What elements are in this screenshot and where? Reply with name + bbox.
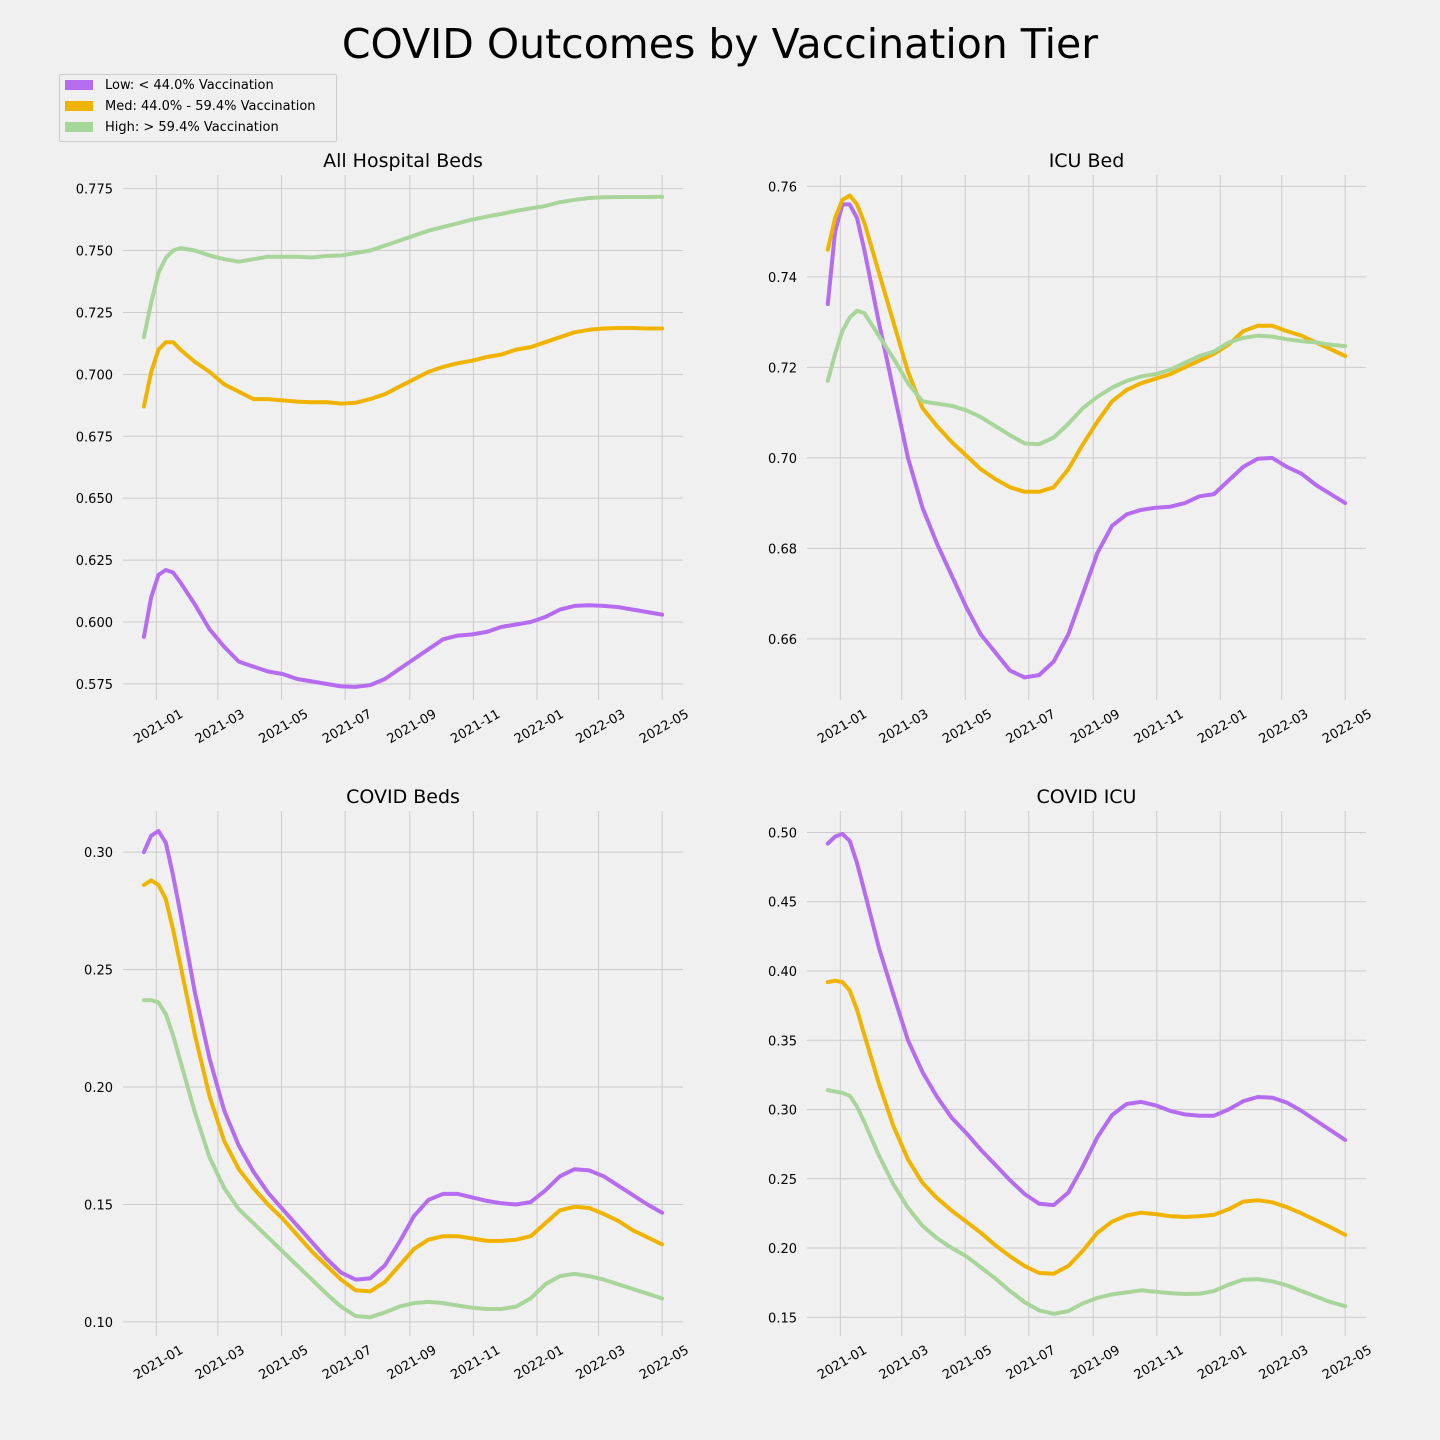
legend-item-high: High: > 59.4% Vaccination bbox=[65, 118, 279, 138]
x-tick-label: 2022-05 bbox=[637, 707, 692, 747]
series-line-low bbox=[141, 829, 665, 1282]
chart-panel-1: 2021-01 2021-03 2021-05 2021-07 2021-09 2021-… bbox=[76, 150, 692, 747]
x-tick-label: 2022-03 bbox=[1257, 1343, 1312, 1383]
x-tick-label: 2021-11 bbox=[448, 707, 503, 747]
legend-label-high: High: > 59.4% Vaccination bbox=[105, 120, 279, 135]
x-tick-label: 2022-03 bbox=[574, 1343, 629, 1383]
x-tick-label: 2021-01 bbox=[815, 707, 870, 747]
y-tick-label: 0.40 bbox=[768, 965, 797, 980]
chart-panel-4: 2021-01 2021-03 2021-05 2021-07 2021-09 2021-… bbox=[768, 786, 1375, 1383]
y-tick-label: 0.50 bbox=[768, 826, 797, 841]
x-tick-label: 2022-05 bbox=[1320, 1343, 1375, 1383]
x-tick-label: 2022-01 bbox=[512, 1343, 567, 1383]
x-tick-label: 2022-01 bbox=[1195, 1343, 1250, 1383]
x-tick-label: 2021-07 bbox=[320, 707, 375, 747]
x-tick-label: 2022-05 bbox=[1320, 707, 1375, 747]
legend-item-med: Med: 44.0% - 59.4% Vaccination bbox=[65, 97, 316, 117]
chart-title: All Hospital Beds bbox=[323, 150, 483, 172]
y-tick-label: 0.76 bbox=[768, 180, 797, 195]
y-tick-label: 0.20 bbox=[768, 1242, 797, 1257]
x-tick-label: 2021-09 bbox=[1068, 707, 1123, 747]
x-tick-label: 2021-01 bbox=[815, 1343, 870, 1383]
x-tick-label: 2021-11 bbox=[448, 1343, 503, 1383]
x-tick-label: 2021-05 bbox=[256, 1343, 311, 1383]
series-line-low bbox=[825, 831, 1348, 1208]
y-tick-label: 0.725 bbox=[76, 306, 113, 321]
y-tick-label: 0.775 bbox=[76, 183, 113, 198]
x-tick-label: 2021-05 bbox=[940, 1343, 995, 1383]
y-tick-label: 0.68 bbox=[768, 542, 797, 557]
y-tick-label: 0.15 bbox=[768, 1311, 797, 1326]
y-tick-label: 0.650 bbox=[76, 492, 113, 507]
chart-panel-2: 2021-01 2021-03 2021-05 2021-07 2021-09 2021-… bbox=[768, 150, 1375, 747]
y-tick-label: 0.25 bbox=[84, 964, 113, 979]
x-tick-label: 2021-11 bbox=[1132, 707, 1187, 747]
legend-swatch-med bbox=[65, 100, 93, 111]
legend-item-low: Low: < 44.0% Vaccination bbox=[65, 76, 274, 96]
x-tick-label: 2021-03 bbox=[193, 707, 248, 747]
x-tick-label: 2021-05 bbox=[256, 707, 311, 747]
series-line-med bbox=[141, 878, 665, 1294]
x-tick-label: 2021-05 bbox=[940, 707, 995, 747]
legend-label-med: Med: 44.0% - 59.4% Vaccination bbox=[105, 99, 316, 114]
y-tick-label: 0.66 bbox=[768, 633, 797, 648]
legend-label-low: Low: < 44.0% Vaccination bbox=[105, 78, 274, 93]
x-tick-label: 2022-03 bbox=[1257, 707, 1312, 747]
chart-title: COVID Beds bbox=[346, 786, 460, 808]
y-tick-label: 0.74 bbox=[768, 271, 797, 286]
y-tick-label: 0.600 bbox=[76, 616, 113, 631]
series-line-med bbox=[825, 978, 1348, 1276]
series-line-low bbox=[141, 568, 665, 689]
y-tick-label: 0.35 bbox=[768, 1034, 797, 1049]
y-tick-label: 0.575 bbox=[76, 678, 113, 693]
chart-title: COVID ICU bbox=[1037, 786, 1137, 808]
y-tick-label: 0.45 bbox=[768, 896, 797, 911]
y-tick-label: 0.72 bbox=[768, 361, 797, 376]
y-tick-label: 0.70 bbox=[768, 452, 797, 467]
y-tick-label: 0.30 bbox=[84, 846, 113, 861]
x-tick-label: 2021-07 bbox=[1004, 1343, 1059, 1383]
chart-title: ICU Bed bbox=[1049, 150, 1125, 172]
x-tick-label: 2021-03 bbox=[877, 1343, 932, 1383]
y-tick-label: 0.20 bbox=[84, 1081, 113, 1096]
y-tick-label: 0.15 bbox=[84, 1198, 113, 1213]
figure-title: COVID Outcomes by Vaccination Tier bbox=[341, 20, 1099, 68]
chart-panel-3: 2021-01 2021-03 2021-05 2021-07 2021-09 2021-… bbox=[84, 786, 692, 1383]
series-line-high bbox=[141, 194, 665, 340]
x-tick-label: 2021-03 bbox=[193, 1343, 248, 1383]
legend-swatch-high bbox=[65, 121, 93, 132]
legend: Low: < 44.0% Vaccination Med: 44.0% - 59… bbox=[59, 74, 337, 142]
series-line-med bbox=[141, 326, 665, 409]
series-line-med bbox=[825, 193, 1348, 494]
x-tick-label: 2022-01 bbox=[512, 707, 567, 747]
x-tick-label: 2022-01 bbox=[1195, 707, 1250, 747]
x-tick-label: 2021-01 bbox=[131, 1343, 186, 1383]
x-tick-label: 2021-09 bbox=[385, 1343, 440, 1383]
y-tick-label: 0.700 bbox=[76, 368, 113, 383]
y-tick-label: 0.10 bbox=[84, 1316, 113, 1331]
y-tick-label: 0.25 bbox=[768, 1173, 797, 1188]
x-tick-label: 2021-11 bbox=[1132, 1343, 1187, 1383]
x-tick-label: 2022-05 bbox=[637, 1343, 692, 1383]
x-tick-label: 2021-09 bbox=[1068, 1343, 1123, 1383]
x-tick-label: 2021-09 bbox=[385, 707, 440, 747]
y-tick-label: 0.675 bbox=[76, 430, 113, 445]
legend-swatch-low bbox=[65, 79, 93, 90]
y-tick-label: 0.750 bbox=[76, 245, 113, 260]
x-tick-label: 2021-01 bbox=[131, 707, 186, 747]
y-tick-label: 0.30 bbox=[768, 1104, 797, 1119]
x-tick-label: 2021-07 bbox=[1004, 707, 1059, 747]
series-line-high bbox=[825, 308, 1348, 447]
x-tick-label: 2021-07 bbox=[320, 1343, 375, 1383]
series-line-high bbox=[825, 1088, 1348, 1316]
x-tick-label: 2022-03 bbox=[574, 707, 629, 747]
series-line-high bbox=[141, 998, 665, 1320]
x-tick-label: 2021-03 bbox=[877, 707, 932, 747]
y-tick-label: 0.625 bbox=[76, 554, 113, 569]
